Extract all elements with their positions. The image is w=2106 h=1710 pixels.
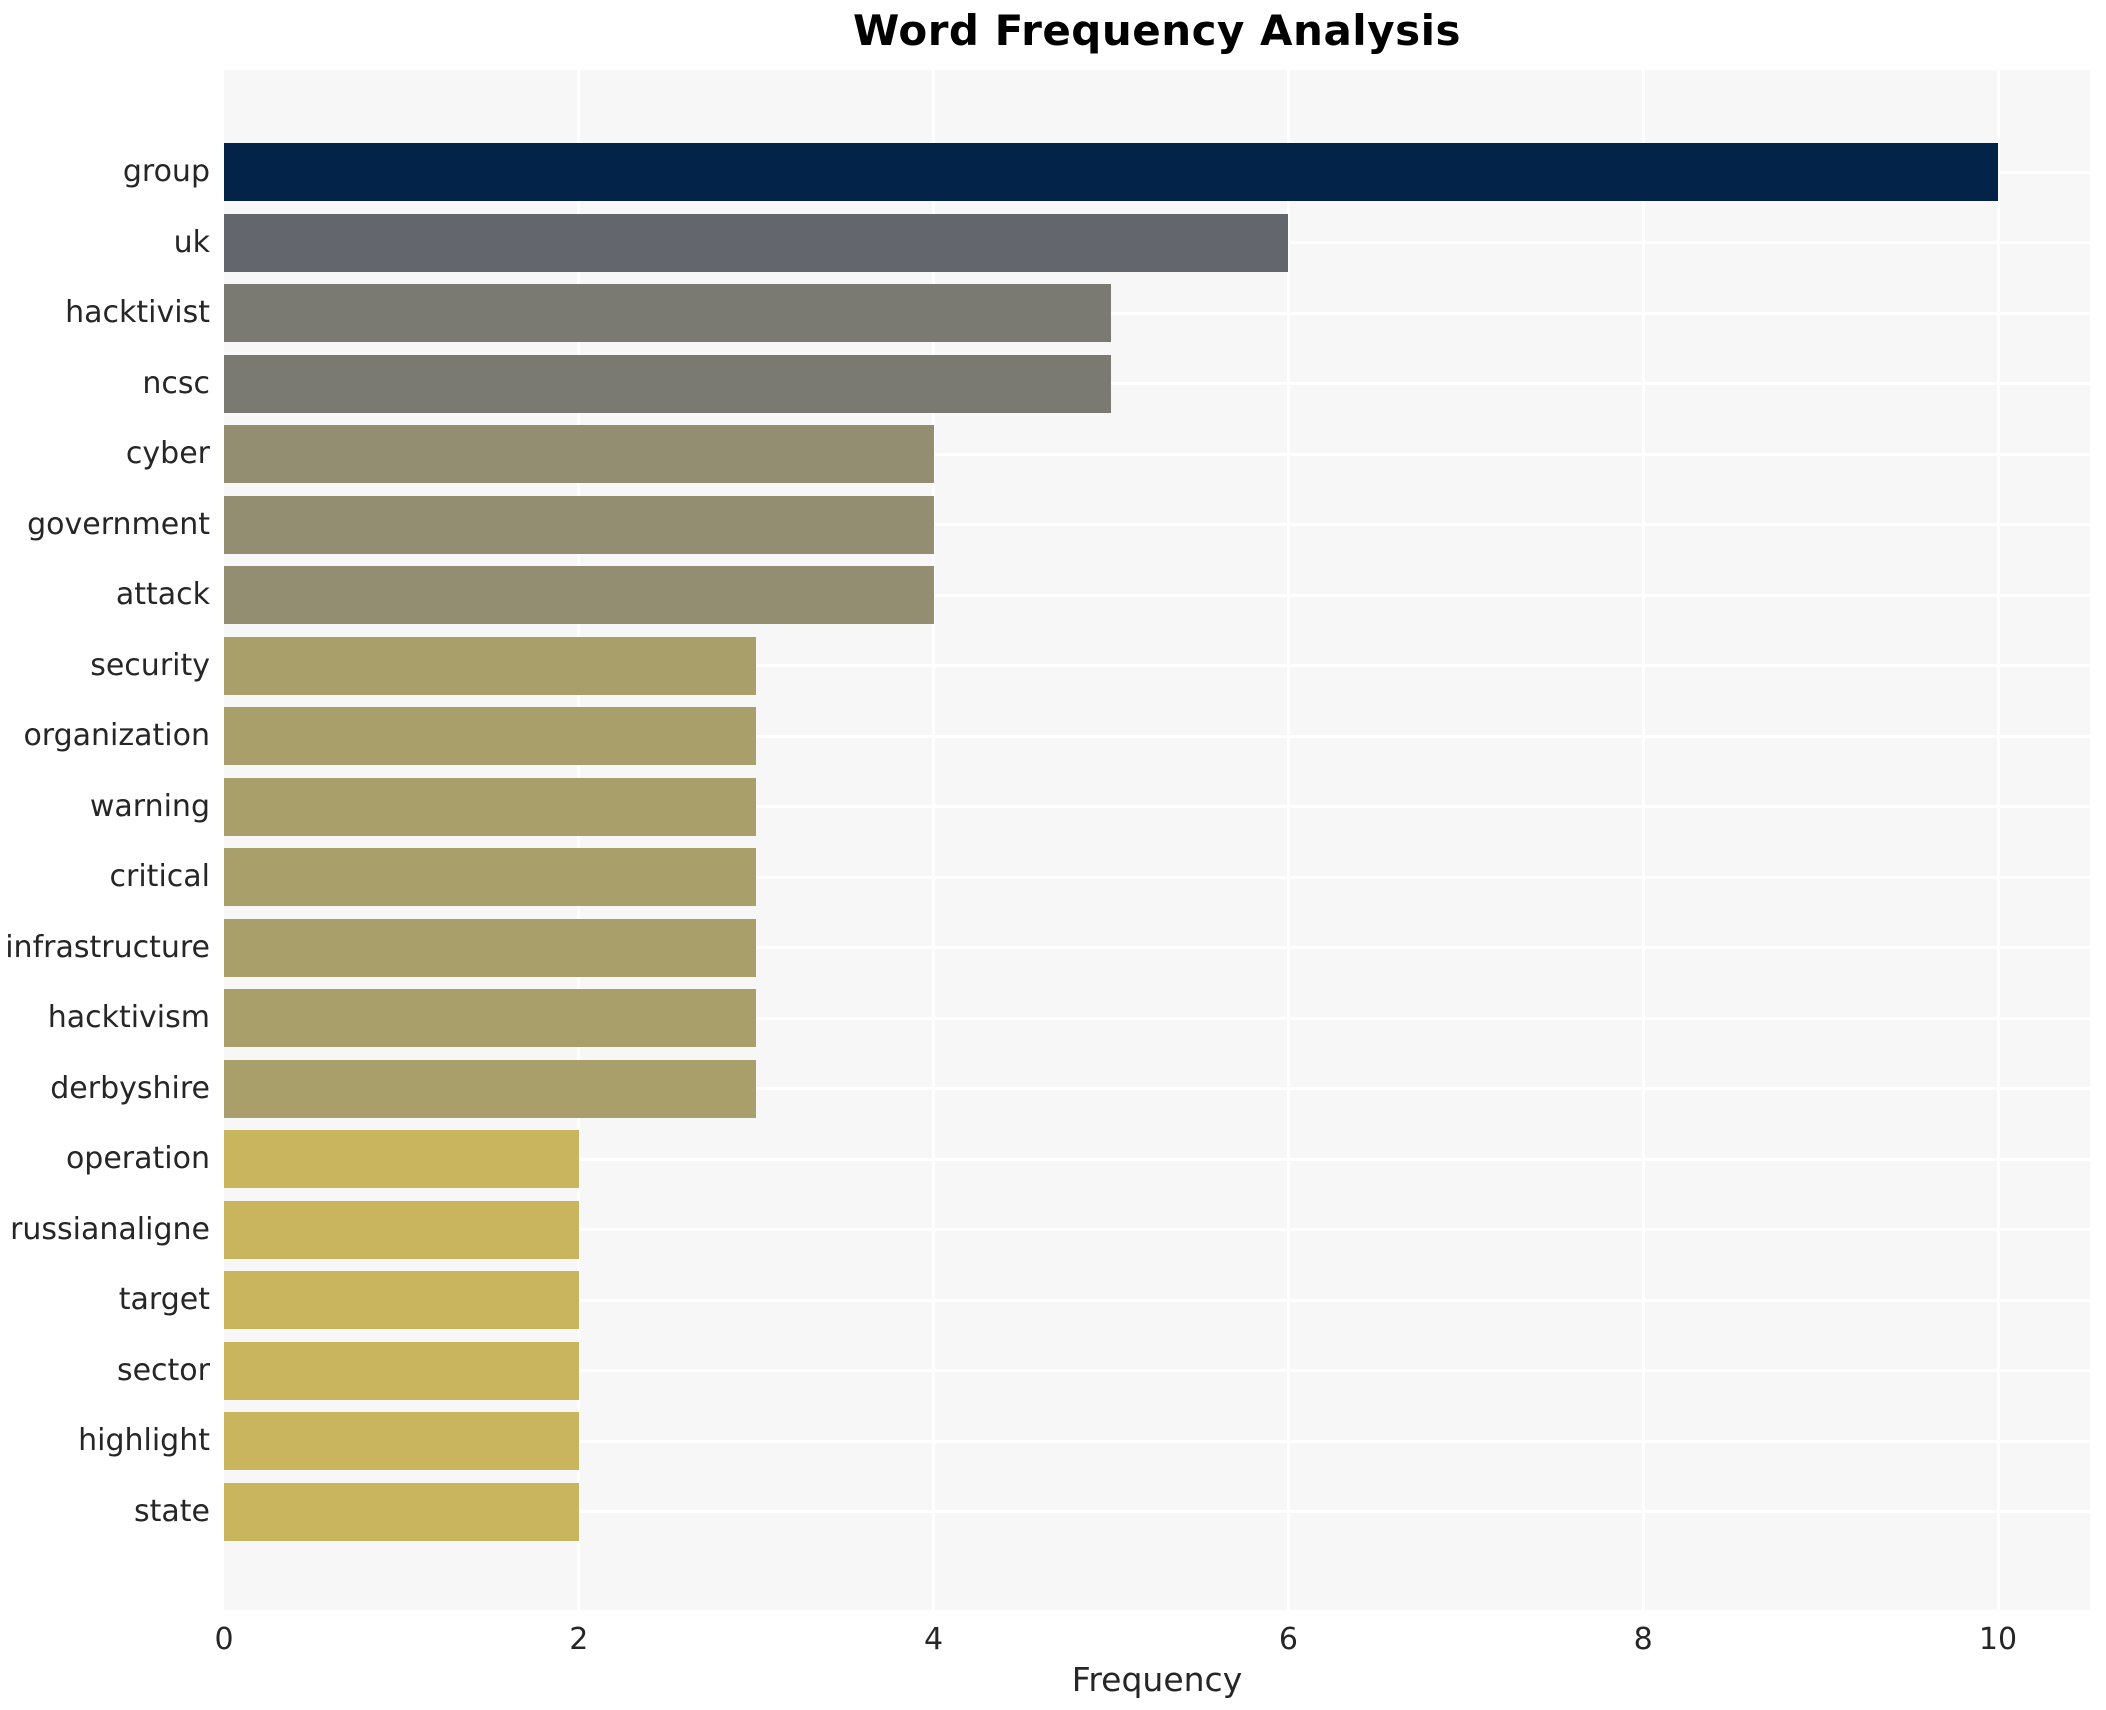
gridline-horizontal bbox=[224, 664, 2090, 667]
y-tick-label-hacktivism: hacktivism bbox=[47, 1000, 210, 1035]
y-tick-label-warning: warning bbox=[89, 788, 210, 824]
chart-title: Word Frequency Analysis bbox=[853, 6, 1461, 55]
y-tick-label-derbyshire: derbyshire bbox=[50, 1070, 210, 1106]
x-tick-label-10: 10 bbox=[1978, 1622, 2018, 1657]
x-axis-title: Frequency bbox=[1071, 1660, 1243, 1699]
gridline-horizontal bbox=[224, 1439, 2090, 1443]
y-tick-label-ncsc: ncsc bbox=[142, 365, 210, 401]
gridline-vertical bbox=[932, 70, 936, 1610]
bar-state bbox=[224, 1482, 579, 1541]
gridline-horizontal bbox=[224, 1298, 2090, 1302]
y-tick-label-sector: sector bbox=[116, 1352, 210, 1388]
bar-attack bbox=[224, 566, 934, 624]
gridline-vertical bbox=[1641, 70, 1645, 1610]
x-tick-label-8: 8 bbox=[1633, 1622, 1653, 1657]
y-tick-label-critical: critical bbox=[109, 859, 210, 894]
y-tick-label-cyber: cyber bbox=[125, 436, 210, 471]
gridline-horizontal bbox=[224, 593, 2090, 597]
gridline-horizontal bbox=[224, 734, 2090, 738]
y-tick-label-attack: attack bbox=[115, 577, 210, 612]
gridline-horizontal bbox=[224, 1087, 2090, 1090]
y-tick-label-security: security bbox=[90, 647, 210, 683]
y-tick-label-highlight: highlight bbox=[78, 1423, 210, 1458]
x-tick-label-0: 0 bbox=[214, 1622, 234, 1657]
bar-operation bbox=[224, 1130, 579, 1188]
bar-hacktivist bbox=[224, 284, 1111, 342]
bar-infrastructure bbox=[224, 918, 757, 977]
gridline-horizontal bbox=[224, 875, 2090, 879]
bar-target bbox=[224, 1271, 579, 1329]
bar-ncsc bbox=[224, 354, 1111, 413]
bar-uk bbox=[224, 213, 1289, 272]
x-tick-label-6: 6 bbox=[1278, 1622, 1298, 1657]
bar-government bbox=[224, 495, 934, 554]
gridline-vertical bbox=[1996, 70, 2000, 1610]
y-tick-label-operation: operation bbox=[65, 1141, 210, 1176]
y-tick-label-government: government bbox=[27, 506, 210, 542]
x-tick-label-4: 4 bbox=[924, 1622, 944, 1657]
y-tick-label-organization: organization bbox=[23, 718, 210, 753]
gridline-horizontal bbox=[224, 523, 2090, 526]
gridline-horizontal bbox=[224, 805, 2090, 808]
plot-area bbox=[224, 70, 2090, 1610]
bar-security bbox=[224, 636, 757, 695]
y-tick-label-target: target bbox=[118, 1282, 210, 1317]
bar-group bbox=[224, 143, 1998, 201]
bar-highlight bbox=[224, 1412, 579, 1470]
y-tick-label-uk: uk bbox=[173, 224, 210, 260]
bar-russianaligne bbox=[224, 1200, 579, 1259]
bar-critical bbox=[224, 848, 757, 906]
y-tick-label-group: group bbox=[122, 154, 210, 189]
y-tick-label-hacktivist: hacktivist bbox=[65, 295, 210, 330]
bar-cyber bbox=[224, 425, 934, 483]
gridline-horizontal bbox=[224, 946, 2090, 949]
bar-hacktivism bbox=[224, 989, 757, 1047]
gridline-horizontal bbox=[224, 1369, 2090, 1372]
gridline-horizontal bbox=[224, 1157, 2090, 1161]
gridline-horizontal bbox=[224, 311, 2090, 315]
y-tick-label-russianaligne: russianaligne bbox=[10, 1211, 210, 1247]
gridline-horizontal bbox=[224, 452, 2090, 456]
gridline-horizontal bbox=[224, 1510, 2090, 1513]
bar-warning bbox=[224, 777, 757, 836]
gridline-vertical bbox=[1286, 70, 1290, 1610]
gridline-vertical bbox=[577, 70, 581, 1610]
bar-derbyshire bbox=[224, 1059, 757, 1118]
y-tick-label-infrastructure: infrastructure bbox=[5, 929, 210, 965]
gridline-horizontal bbox=[224, 1228, 2090, 1231]
bar-organization bbox=[224, 707, 757, 765]
gridline-horizontal bbox=[224, 1016, 2090, 1020]
x-tick-label-2: 2 bbox=[569, 1622, 589, 1657]
gridline-horizontal bbox=[224, 382, 2090, 385]
bar-sector bbox=[224, 1341, 579, 1400]
y-tick-label-state: state bbox=[134, 1493, 210, 1529]
